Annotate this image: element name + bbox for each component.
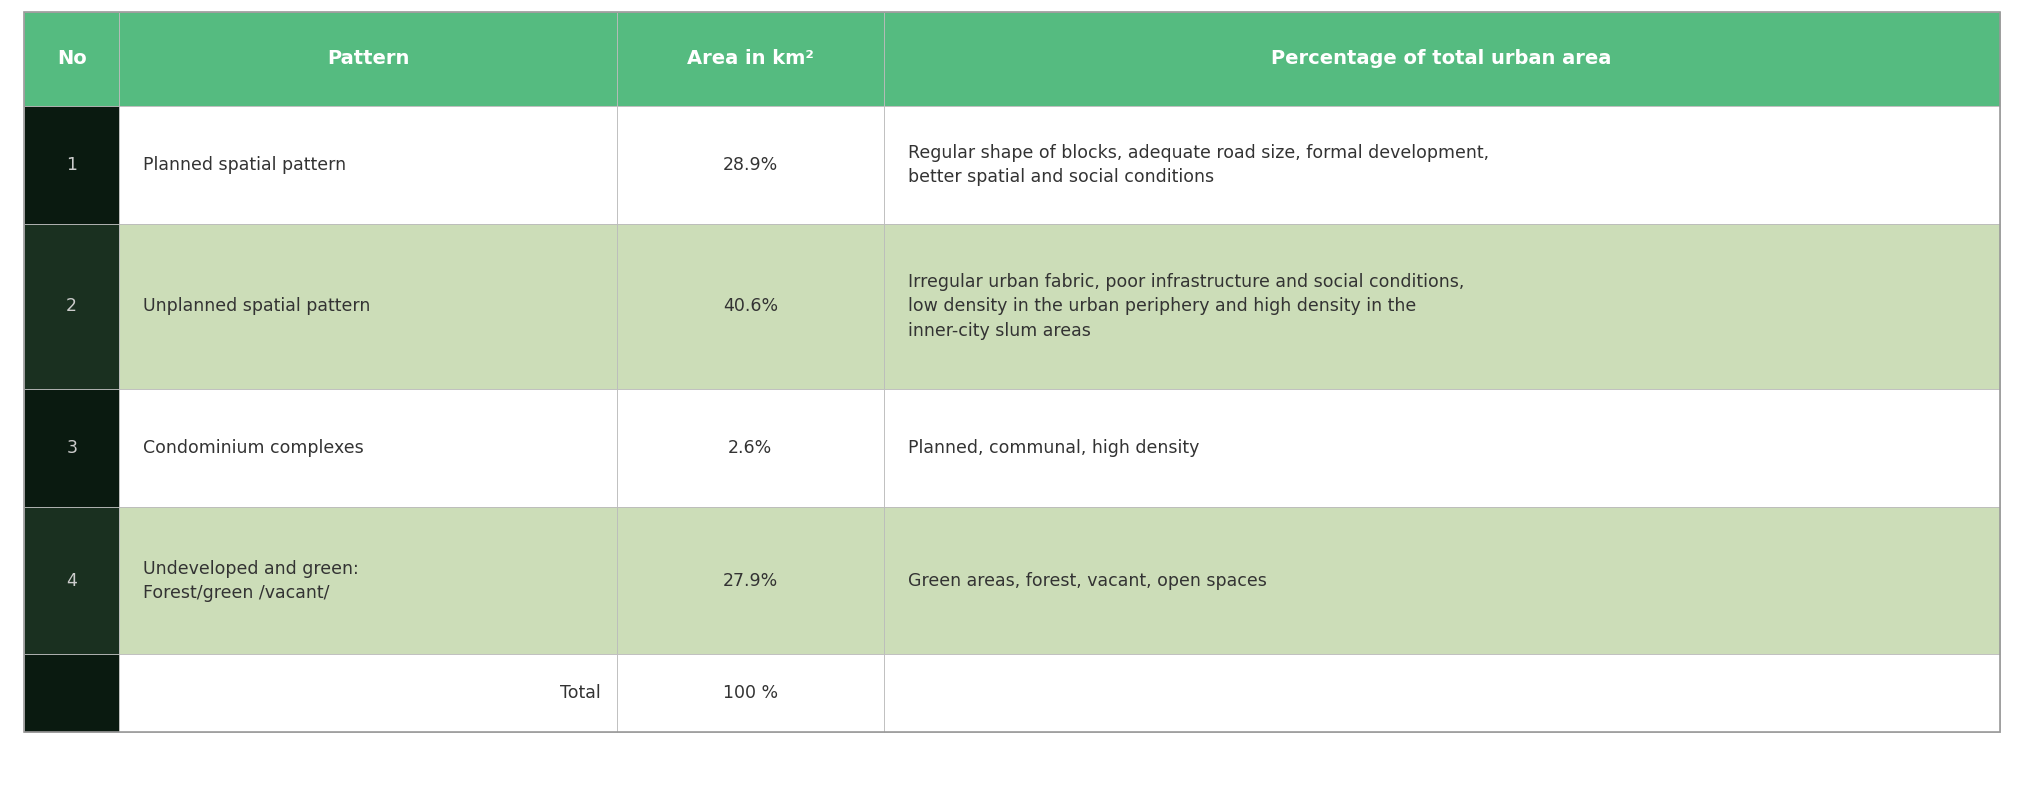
FancyBboxPatch shape xyxy=(617,507,884,654)
FancyBboxPatch shape xyxy=(24,106,119,224)
Text: Regular shape of blocks, adequate road size, formal development,
better spatial : Regular shape of blocks, adequate road s… xyxy=(908,143,1489,186)
Text: 3: 3 xyxy=(67,439,77,457)
Text: Planned spatial pattern: Planned spatial pattern xyxy=(144,156,346,174)
FancyBboxPatch shape xyxy=(884,389,1999,507)
FancyBboxPatch shape xyxy=(24,12,119,106)
Text: 100 %: 100 % xyxy=(722,685,777,702)
Text: Unplanned spatial pattern: Unplanned spatial pattern xyxy=(144,298,370,315)
FancyBboxPatch shape xyxy=(119,12,617,106)
FancyBboxPatch shape xyxy=(617,654,884,732)
Text: Undeveloped and green:
Forest/green /vacant/: Undeveloped and green: Forest/green /vac… xyxy=(144,560,358,602)
Text: 1: 1 xyxy=(67,156,77,174)
Text: 4: 4 xyxy=(67,572,77,590)
Text: Pattern: Pattern xyxy=(326,49,409,68)
Text: Total: Total xyxy=(560,685,601,702)
FancyBboxPatch shape xyxy=(884,106,1999,224)
Text: Irregular urban fabric, poor infrastructure and social conditions,
low density i: Irregular urban fabric, poor infrastruct… xyxy=(908,273,1463,340)
FancyBboxPatch shape xyxy=(884,507,1999,654)
FancyBboxPatch shape xyxy=(119,389,617,507)
Text: Green areas, forest, vacant, open spaces: Green areas, forest, vacant, open spaces xyxy=(908,572,1266,590)
FancyBboxPatch shape xyxy=(24,389,119,507)
FancyBboxPatch shape xyxy=(24,507,119,654)
FancyBboxPatch shape xyxy=(119,106,617,224)
FancyBboxPatch shape xyxy=(617,12,884,106)
Text: Condominium complexes: Condominium complexes xyxy=(144,439,364,457)
FancyBboxPatch shape xyxy=(617,224,884,389)
FancyBboxPatch shape xyxy=(617,389,884,507)
FancyBboxPatch shape xyxy=(119,654,617,732)
Text: Area in km²: Area in km² xyxy=(686,49,813,68)
Text: Planned, communal, high density: Planned, communal, high density xyxy=(908,439,1200,457)
FancyBboxPatch shape xyxy=(24,654,119,732)
Text: 2.6%: 2.6% xyxy=(728,439,773,457)
Text: Percentage of total urban area: Percentage of total urban area xyxy=(1270,49,1610,68)
Text: 27.9%: 27.9% xyxy=(722,572,777,590)
FancyBboxPatch shape xyxy=(884,224,1999,389)
Text: No: No xyxy=(57,49,87,68)
FancyBboxPatch shape xyxy=(884,12,1999,106)
FancyBboxPatch shape xyxy=(24,224,119,389)
FancyBboxPatch shape xyxy=(617,106,884,224)
Text: 40.6%: 40.6% xyxy=(722,298,777,315)
FancyBboxPatch shape xyxy=(884,654,1999,732)
FancyBboxPatch shape xyxy=(119,507,617,654)
FancyBboxPatch shape xyxy=(119,224,617,389)
Text: 28.9%: 28.9% xyxy=(722,156,777,174)
Text: 2: 2 xyxy=(67,298,77,315)
